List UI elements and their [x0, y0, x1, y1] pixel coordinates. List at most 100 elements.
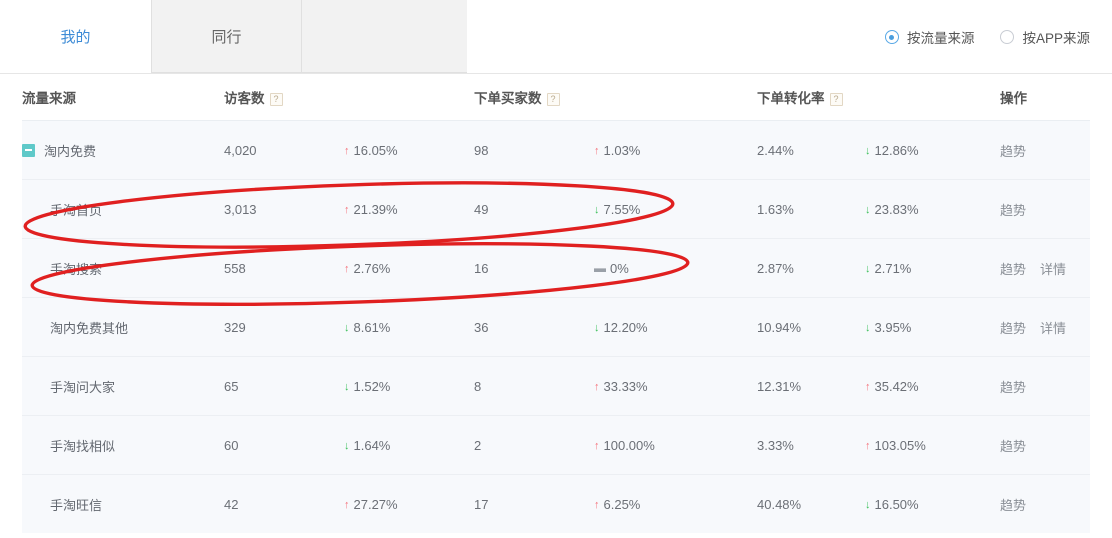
table-row: 淘内免费其他 329 ↓ 8.61% 36 ↓ 12.20% 10.94% ↓ 3.95% 趋势 详情 — [22, 297, 1090, 357]
radio-option-by-app-source[interactable]: 按APP来源 — [1000, 27, 1090, 47]
delta-value: 16.50% — [874, 496, 919, 512]
cell-cvr_delta: ↑ 35.42% — [865, 356, 1000, 416]
source-name-wrapper: 手淘旺信 — [22, 495, 224, 514]
cell-buyers: 17 — [474, 474, 594, 533]
cell-source-name: 手淘搜索 — [22, 238, 224, 298]
cell-cvr_delta: ↓ 3.95% — [865, 297, 1000, 357]
source-name-wrapper: 手淘首页 — [22, 200, 224, 219]
action-links: 趋势 详情 — [1000, 318, 1090, 337]
trend-link[interactable]: 趋势 — [1000, 497, 1027, 513]
delta-value: 33.33% — [603, 378, 648, 394]
delta-indicator: ↑ 16.05% — [344, 143, 398, 158]
detail-link[interactable]: 详情 — [1040, 320, 1067, 336]
arrow-flat-icon: ▬ — [594, 260, 606, 275]
cell-visitors_delta: ↑ 16.05% — [344, 120, 474, 180]
delta-value: 23.83% — [874, 201, 919, 217]
delta-value: 2.76% — [353, 260, 391, 276]
delta-indicator: ↓ 2.71% — [865, 261, 911, 276]
arrow-down-icon: ↓ — [594, 203, 600, 216]
help-icon[interactable]: ? — [269, 92, 283, 106]
cell-cvr: 10.94% — [757, 297, 865, 357]
cell-buyers: 16 — [474, 238, 594, 298]
trend-link[interactable]: 趋势 — [1000, 438, 1027, 454]
trend-link[interactable]: 趋势 — [1000, 143, 1027, 159]
radio-option-by-traffic-source[interactable]: 按流量来源 — [884, 27, 974, 47]
delta-indicator: ↑ 6.25% — [594, 497, 640, 512]
delta-indicator: ↓ 12.20% — [594, 320, 648, 335]
source-name-wrapper: 手淘搜索 — [22, 259, 224, 278]
arrow-up-icon: ↑ — [594, 498, 600, 511]
tab-mine[interactable]: 我的 — [0, 0, 151, 73]
cell-visitors_delta: ↑ 2.76% — [344, 238, 474, 298]
cvr-value: 12.31% — [757, 378, 802, 394]
cell-buyers_delta: ↑ 33.33% — [594, 356, 757, 416]
cell-buyers_delta: ↑ 1.03% — [594, 120, 757, 180]
trend-link[interactable]: 趋势 — [1000, 379, 1027, 395]
cell-actions: 趋势 — [1000, 415, 1090, 475]
action-links: 趋势 — [1000, 141, 1090, 160]
table-row: 手淘首页 3,013 ↑ 21.39% 49 ↓ 7.55% 1.63% ↓ 23.83% 趋势 — [22, 179, 1090, 239]
column-header-label: 下单转化率 — [757, 91, 825, 106]
source-name-label: 手淘找相似 — [50, 438, 116, 454]
collapse-minus-icon[interactable] — [22, 143, 35, 157]
arrow-down-icon: ↓ — [344, 380, 350, 393]
arrow-down-icon: ↓ — [344, 321, 350, 334]
detail-link[interactable]: 详情 — [1040, 261, 1067, 277]
delta-value: 0% — [610, 260, 629, 276]
cell-actions: 趋势 — [1000, 474, 1090, 533]
delta-value: 1.64% — [353, 437, 391, 453]
tab-label: 我的 — [60, 29, 91, 46]
trend-link[interactable]: 趋势 — [1000, 202, 1027, 218]
cell-buyers: 36 — [474, 297, 594, 357]
delta-indicator: ↓ 16.50% — [865, 497, 919, 512]
buyers-value: 49 — [474, 201, 489, 217]
tab-label: 同行 — [211, 28, 242, 46]
delta-value: 3.95% — [874, 319, 912, 335]
column-header-label: 流量来源 — [22, 91, 76, 106]
column-header-visitors-change — [344, 74, 474, 121]
visitors-value: 60 — [224, 437, 239, 453]
buyers-value: 98 — [474, 142, 489, 158]
cell-buyers_delta: ↑ 100.00% — [594, 415, 757, 475]
cell-visitors_delta: ↓ 8.61% — [344, 297, 474, 357]
cell-visitors: 42 — [224, 474, 344, 533]
delta-indicator: ↓ 3.95% — [865, 320, 911, 335]
delta-value: 8.61% — [353, 319, 391, 335]
source-name-label: 手淘首页 — [50, 202, 103, 218]
cell-source-name: 手淘问大家 — [22, 356, 224, 416]
cell-buyers: 98 — [474, 120, 594, 180]
column-header-actions: 操作 — [1000, 74, 1090, 121]
source-name-label: 淘内免费其他 — [50, 320, 129, 336]
arrow-down-icon: ↓ — [865, 498, 871, 511]
buyers-value: 36 — [474, 319, 489, 335]
help-icon[interactable]: ? — [829, 92, 843, 106]
source-name-label: 手淘搜索 — [50, 261, 103, 277]
visitors-value: 3,013 — [224, 201, 257, 217]
arrow-up-icon: ↑ — [344, 203, 350, 216]
help-icon[interactable]: ? — [546, 92, 560, 106]
cell-buyers: 49 — [474, 179, 594, 239]
trend-link[interactable]: 趋势 — [1000, 320, 1027, 336]
column-header-cvr-change — [865, 74, 1000, 121]
tab-bar-filler — [302, 0, 467, 73]
delta-value: 7.55% — [603, 201, 641, 217]
delta-indicator: ↓ 12.86% — [865, 143, 919, 158]
radio-button-icon[interactable] — [1000, 30, 1015, 44]
delta-indicator: ↑ 27.27% — [344, 497, 398, 512]
delta-indicator: ▬ 0% — [594, 261, 629, 276]
table-row: 手淘旺信 42 ↑ 27.27% 17 ↑ 6.25% 40.48% ↓ 16.50% 趋势 — [22, 474, 1090, 533]
delta-indicator: ↓ 8.61% — [344, 320, 390, 335]
tab-peers[interactable]: 同行 — [151, 0, 302, 73]
table-row: 手淘搜索 558 ↑ 2.76% 16 ▬ 0% 2.87% ↓ 2.71% 趋势 详情 — [22, 238, 1090, 298]
delta-value: 12.86% — [874, 142, 919, 158]
table-header: 流量来源 访客数? 下单买家数? 下单转化率? 操作 — [22, 74, 1090, 121]
source-mode-radio-group: 按流量来源 按APP来源 — [884, 0, 1090, 74]
arrow-up-icon: ↑ — [594, 439, 600, 452]
source-name-label: 淘内免费 — [44, 143, 97, 159]
buyers-value: 2 — [474, 437, 482, 453]
trend-link[interactable]: 趋势 — [1000, 261, 1027, 277]
radio-button-icon[interactable] — [884, 30, 899, 44]
table-body: 淘内免费 4,020 ↑ 16.05% 98 ↑ 1.03% 2.44% ↓ 12.86% 趋势 手淘… — [22, 120, 1090, 533]
visitors-value: 65 — [224, 378, 239, 394]
cell-source-name: 淘内免费 — [22, 120, 224, 180]
